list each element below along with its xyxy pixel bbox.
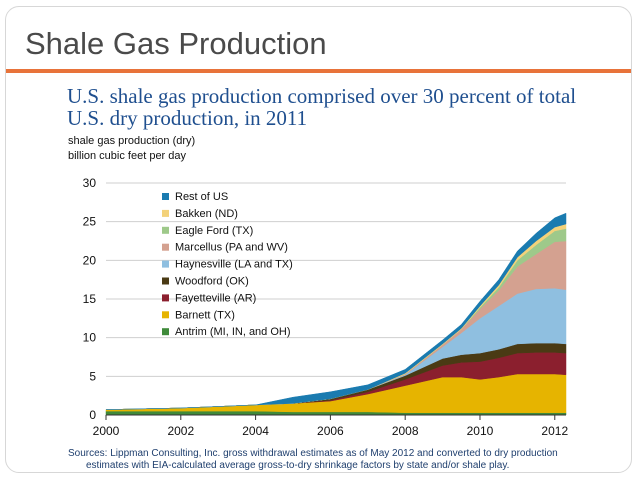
y-tick-label: 25 <box>83 215 97 229</box>
x-tick-label: 2002 <box>167 424 194 438</box>
x-tick-label: 2008 <box>392 424 419 438</box>
y-axis-label-line2: billion cubic feet per day <box>68 150 187 162</box>
y-tick-label: 10 <box>83 331 97 345</box>
source-note: Sources: Lippman Consulting, Inc. gross … <box>68 448 608 472</box>
legend-swatch <box>162 209 169 217</box>
stacked-areas <box>105 212 567 416</box>
area-rest-of-us <box>105 212 567 410</box>
y-tick-label: 20 <box>83 253 97 267</box>
legend-label: Haynesville (LA and TX) <box>175 259 293 271</box>
legend-label: Rest of US <box>175 191 228 203</box>
x-tick-label: 2004 <box>242 424 269 438</box>
chart-title: U.S. shale gas production comprised over… <box>67 84 577 130</box>
x-tick-label: 2006 <box>317 424 344 438</box>
x-tick-label: 2010 <box>467 424 494 438</box>
legend-swatch <box>162 243 169 251</box>
x-tick-label: 2000 <box>93 424 120 438</box>
legend-swatch <box>162 328 169 336</box>
legend-swatch <box>162 277 169 285</box>
legend-label: Eagle Ford (TX) <box>175 225 253 237</box>
slide-title: Shale Gas Production <box>25 26 327 61</box>
source-note-line1: Sources: Lippman Consulting, Inc. gross … <box>68 448 558 459</box>
legend: Rest of US Bakken (ND) Eagle Ford (TX) Marc… <box>162 191 293 338</box>
legend-label: Fayetteville (AR) <box>175 292 256 304</box>
legend-swatch <box>162 193 169 200</box>
source-note-line2: estimates with EIA-calculated average gr… <box>86 460 510 471</box>
legend-label: Marcellus (PA and WV) <box>175 242 288 254</box>
legend-label: Woodford (OK) <box>175 276 249 288</box>
legend-label: Antrim (MI, IN, and OH) <box>175 326 291 338</box>
legend-swatch <box>162 311 169 319</box>
legend-swatch <box>162 294 169 302</box>
y-tick-label: 30 <box>83 176 97 190</box>
y-axis-label-line1: shale gas production (dry) <box>68 135 195 147</box>
legend-swatch <box>162 260 169 268</box>
legend-swatch <box>162 226 169 234</box>
y-tick-label: 5 <box>89 369 96 383</box>
y-tick-label: 15 <box>83 292 97 306</box>
shale-gas-area-chart: shale gas production (dry) billion cubic… <box>68 135 569 438</box>
title-divider <box>6 69 631 73</box>
legend-label: Barnett (TX) <box>175 309 235 321</box>
y-tick-label: 0 <box>89 408 96 422</box>
axes: 0 5 10 15 20 25 30 2000 2002 2004 2006 2008 2010 2012 <box>83 176 569 438</box>
legend-label: Bakken (ND) <box>175 208 238 220</box>
slide: Shale Gas Production U.S. shale gas prod… <box>5 6 632 473</box>
x-tick-label: 2012 <box>541 424 568 438</box>
